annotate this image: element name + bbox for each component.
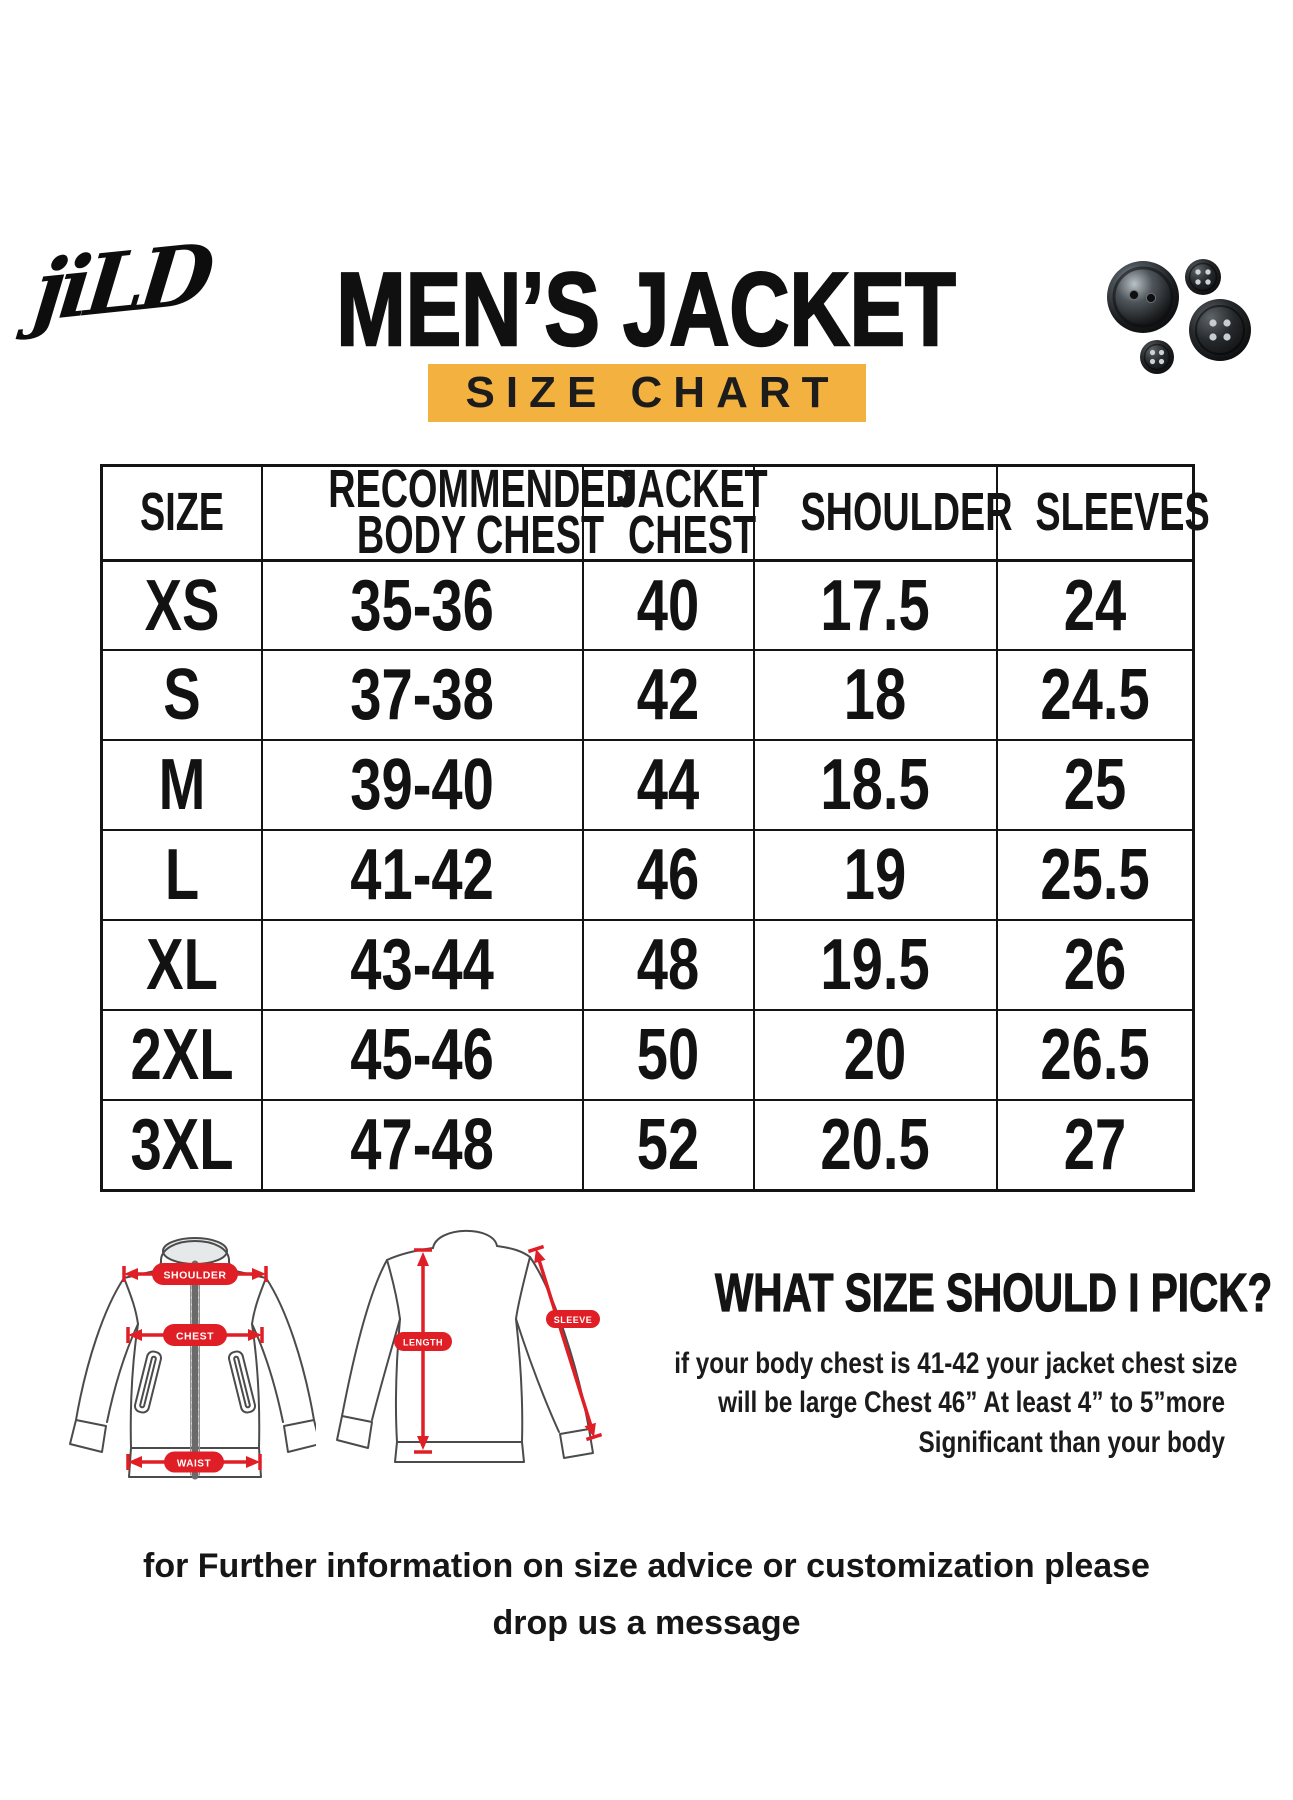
cell-sleeves: 26 bbox=[995, 919, 1195, 1012]
cell-jacket-chest: 50 bbox=[581, 1009, 755, 1102]
table-row-2xl: 2XL 45-46 50 20 26.5 bbox=[100, 1009, 1195, 1102]
cell-body-chest: 45-46 bbox=[260, 1009, 584, 1102]
size-guide-line-1: if your body chest is 41-42 your jacket … bbox=[674, 1347, 1238, 1380]
col-header-size: SIZE bbox=[100, 464, 263, 562]
cell-body-chest: 35-36 bbox=[260, 559, 584, 652]
size-guide-line-3: Significant than your body bbox=[918, 1425, 1225, 1459]
chest-arrow: CHEST bbox=[126, 1324, 264, 1346]
cell-size: 2XL bbox=[100, 1009, 263, 1102]
table-row-l: L 41-42 46 19 25.5 bbox=[100, 829, 1195, 922]
cell-sleeves: 26.5 bbox=[995, 1009, 1195, 1102]
back-sleeve-label: SLEEVE bbox=[554, 1315, 593, 1325]
footer-note: for Further information on size advice o… bbox=[0, 1538, 1293, 1652]
cell-sleeves: 24 bbox=[995, 559, 1195, 652]
cell-size: XS bbox=[100, 559, 263, 652]
cell-size: XL bbox=[100, 919, 263, 1012]
cell-body-chest: 41-42 bbox=[260, 829, 584, 922]
cell-jacket-chest: 40 bbox=[581, 559, 755, 652]
jacket-buttons-image bbox=[1107, 259, 1251, 374]
col-header-sleeves: SLEEVES bbox=[995, 464, 1209, 562]
cell-shoulder: 20.5 bbox=[752, 1099, 998, 1192]
table-row-xs: XS 35-36 40 17.5 24 bbox=[100, 559, 1195, 652]
table-row-xl: XL 43-44 48 19.5 26 bbox=[100, 919, 1195, 1012]
cell-shoulder: 17.5 bbox=[752, 559, 998, 652]
button-small-top bbox=[1185, 259, 1221, 295]
back-measurement-arrows: LENGTH SLEEVE bbox=[394, 1244, 603, 1454]
cell-size: S bbox=[100, 649, 263, 742]
cell-jacket-chest: 48 bbox=[581, 919, 755, 1012]
footer-note-line-1: for Further information on size advice o… bbox=[143, 1547, 1150, 1585]
size-guide-heading: WHAT SIZE SHOULD I PICK? bbox=[715, 1263, 1273, 1323]
cell-sleeves: 24.5 bbox=[995, 649, 1195, 742]
cell-size: M bbox=[100, 739, 263, 832]
cell-body-chest: 39-40 bbox=[260, 739, 584, 832]
cell-shoulder: 18 bbox=[752, 649, 998, 742]
cell-jacket-chest: 44 bbox=[581, 739, 755, 832]
col-header-sleeves-label: SLEEVES bbox=[1034, 481, 1210, 542]
cell-sleeves: 27 bbox=[995, 1099, 1195, 1192]
jacket-back-diagram: LENGTH SLEEVE bbox=[336, 1229, 603, 1463]
button-medium bbox=[1189, 299, 1251, 361]
cell-sleeves: 25 bbox=[995, 739, 1195, 832]
cell-size: 3XL bbox=[100, 1099, 263, 1192]
size-table: SIZE RECOMMENDED BODY CHEST JACKET CHEST… bbox=[100, 462, 1209, 1192]
button-small-bottom bbox=[1140, 340, 1174, 374]
zipper bbox=[190, 1260, 200, 1480]
cell-sleeves: 25.5 bbox=[995, 829, 1195, 922]
page-title-wrap: MEN’S JACKET bbox=[0, 252, 1293, 368]
cell-shoulder: 18.5 bbox=[752, 739, 998, 832]
front-shoulder-label: SHOULDER bbox=[164, 1270, 227, 1282]
back-length-label: LENGTH bbox=[403, 1338, 443, 1348]
col-header-shoulder-label: SHOULDER bbox=[799, 481, 1013, 542]
col-header-body-chest: RECOMMENDED BODY CHEST bbox=[260, 462, 632, 562]
col-header-shoulder: SHOULDER bbox=[752, 464, 1012, 562]
table-row-s: S 37-38 42 18 24.5 bbox=[100, 649, 1195, 742]
cell-shoulder: 20 bbox=[752, 1009, 998, 1102]
table-row-m: M 39-40 44 18.5 25 bbox=[100, 739, 1195, 832]
pocket-right bbox=[227, 1350, 257, 1414]
button-large bbox=[1107, 261, 1179, 333]
cell-size: L bbox=[100, 829, 263, 922]
front-chest-label: CHEST bbox=[176, 1331, 214, 1343]
footer-note-line-2: drop us a message bbox=[492, 1604, 801, 1643]
size-guide: WHAT SIZE SHOULD I PICK? if your body ch… bbox=[545, 1263, 1273, 1462]
col-header-jacket-chest: JACKET CHEST bbox=[581, 462, 767, 562]
size-guide-line-2: will be large Chest 46” At least 4” to 5… bbox=[718, 1386, 1225, 1420]
table-header-row: SIZE RECOMMENDED BODY CHEST JACKET CHEST… bbox=[100, 462, 1209, 562]
front-measurement-arrows: SHOULDER CHEST WAIST bbox=[122, 1263, 268, 1473]
cell-jacket-chest: 52 bbox=[581, 1099, 755, 1192]
cell-jacket-chest: 42 bbox=[581, 649, 755, 742]
size-chart-banner: SIZE CHART bbox=[427, 364, 866, 422]
pocket-left bbox=[133, 1350, 163, 1414]
col-header-size-label: SIZE bbox=[139, 481, 224, 542]
cell-jacket-chest: 46 bbox=[581, 829, 755, 922]
page-title: MEN’S JACKET bbox=[336, 252, 957, 368]
sleeve-arrow: SLEEVE bbox=[527, 1244, 603, 1442]
col-header-body-chest-label: RECOMMENDED BODY CHEST bbox=[327, 459, 633, 565]
table-row-3xl: 3XL 47-48 52 20.5 27 bbox=[100, 1099, 1195, 1192]
cell-shoulder: 19 bbox=[752, 829, 998, 922]
cell-body-chest: 37-38 bbox=[260, 649, 584, 742]
cell-shoulder: 19.5 bbox=[752, 919, 998, 1012]
cell-body-chest: 47-48 bbox=[260, 1099, 584, 1192]
front-waist-label: WAIST bbox=[177, 1459, 211, 1470]
jacket-front-diagram: SHOULDER CHEST WAIST bbox=[69, 1237, 316, 1480]
shoulder-arrow: SHOULDER bbox=[122, 1263, 268, 1285]
waist-arrow: WAIST bbox=[126, 1451, 262, 1473]
cell-body-chest: 43-44 bbox=[260, 919, 584, 1012]
col-header-jacket-chest-label: JACKET CHEST bbox=[615, 459, 768, 565]
length-arrow: LENGTH bbox=[394, 1248, 452, 1454]
